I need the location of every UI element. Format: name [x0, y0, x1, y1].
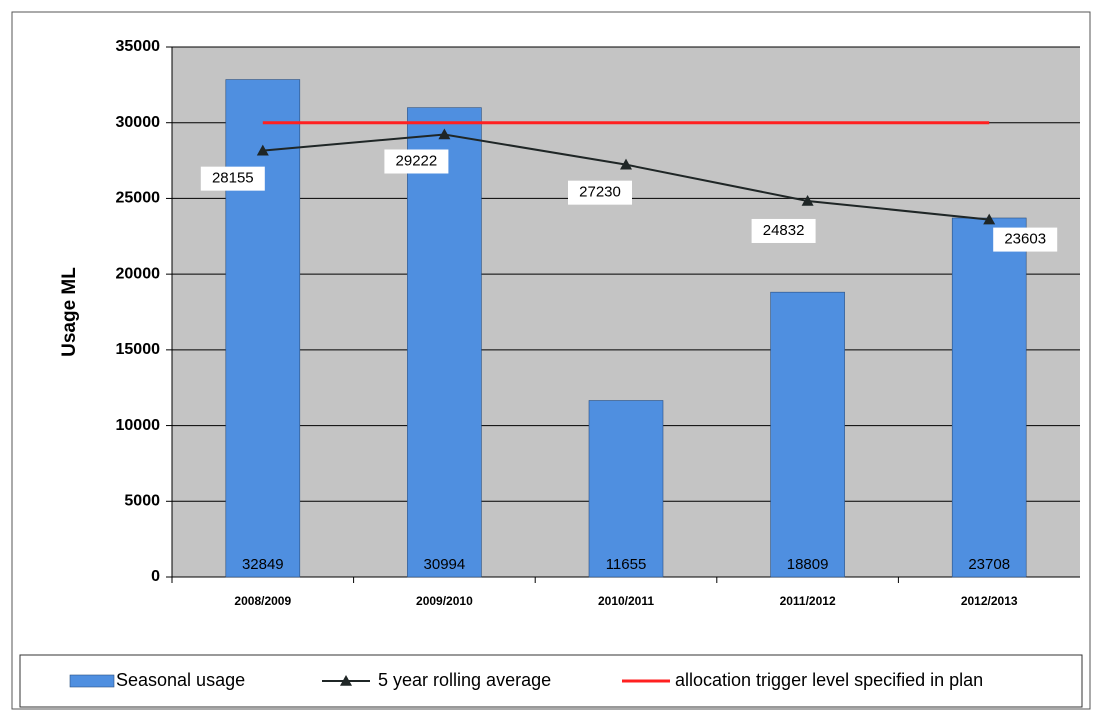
- x-tick-label: 2012/2013: [961, 594, 1018, 608]
- x-tick-label: 2009/2010: [416, 594, 473, 608]
- y-tick-label: 5000: [124, 493, 160, 510]
- data-label-box: [384, 149, 449, 174]
- bar: [588, 400, 664, 578]
- line-value-label: 29222: [396, 152, 438, 169]
- legend-label: Seasonal usage: [116, 670, 245, 690]
- line-value-label: 23603: [1004, 231, 1046, 248]
- bar-value-label: 11655: [606, 556, 647, 573]
- bar-value-label: 32849: [242, 556, 284, 573]
- bar-value-label: 30994: [424, 556, 466, 573]
- y-tick-label: 30000: [116, 114, 161, 131]
- data-label-box: [993, 227, 1058, 252]
- legend-marker: [340, 675, 352, 686]
- line-marker: [620, 158, 632, 170]
- y-tick-label: 0: [151, 568, 160, 585]
- data-label-box: [200, 166, 265, 191]
- y-tick-label: 20000: [116, 265, 161, 282]
- y-tick-label: 15000: [116, 341, 161, 358]
- bar: [951, 217, 1027, 578]
- data-label-box: [568, 180, 632, 205]
- legend-label: allocation trigger level specified in pl…: [675, 670, 983, 690]
- y-tick-label: 10000: [116, 417, 161, 434]
- line-marker: [801, 194, 814, 206]
- line-marker: [438, 128, 451, 140]
- data-label-box: [751, 218, 816, 243]
- line-value-label: 24832: [763, 222, 805, 239]
- x-tick-label: 2008/2009: [234, 594, 291, 608]
- line-value-label: 27230: [579, 184, 621, 201]
- legend-swatch: [69, 674, 115, 688]
- bar: [407, 107, 482, 578]
- x-tick-label: 2011/2012: [780, 594, 836, 608]
- bar: [770, 291, 845, 578]
- legend-box: [19, 654, 1083, 708]
- line-marker: [256, 144, 269, 156]
- y-tick-label: 35000: [116, 38, 161, 55]
- bar: [225, 79, 301, 578]
- y-axis-label: Usage ML: [59, 267, 80, 357]
- y-tick-label: 25000: [116, 190, 161, 207]
- x-tick-label: 2010/2011: [598, 594, 654, 608]
- line-marker: [983, 213, 996, 225]
- bar-value-label: 23708: [968, 556, 1010, 573]
- bar-value-label: 18809: [787, 556, 829, 573]
- line-value-label: 28155: [212, 170, 254, 187]
- legend-label: 5 year rolling average: [378, 670, 551, 690]
